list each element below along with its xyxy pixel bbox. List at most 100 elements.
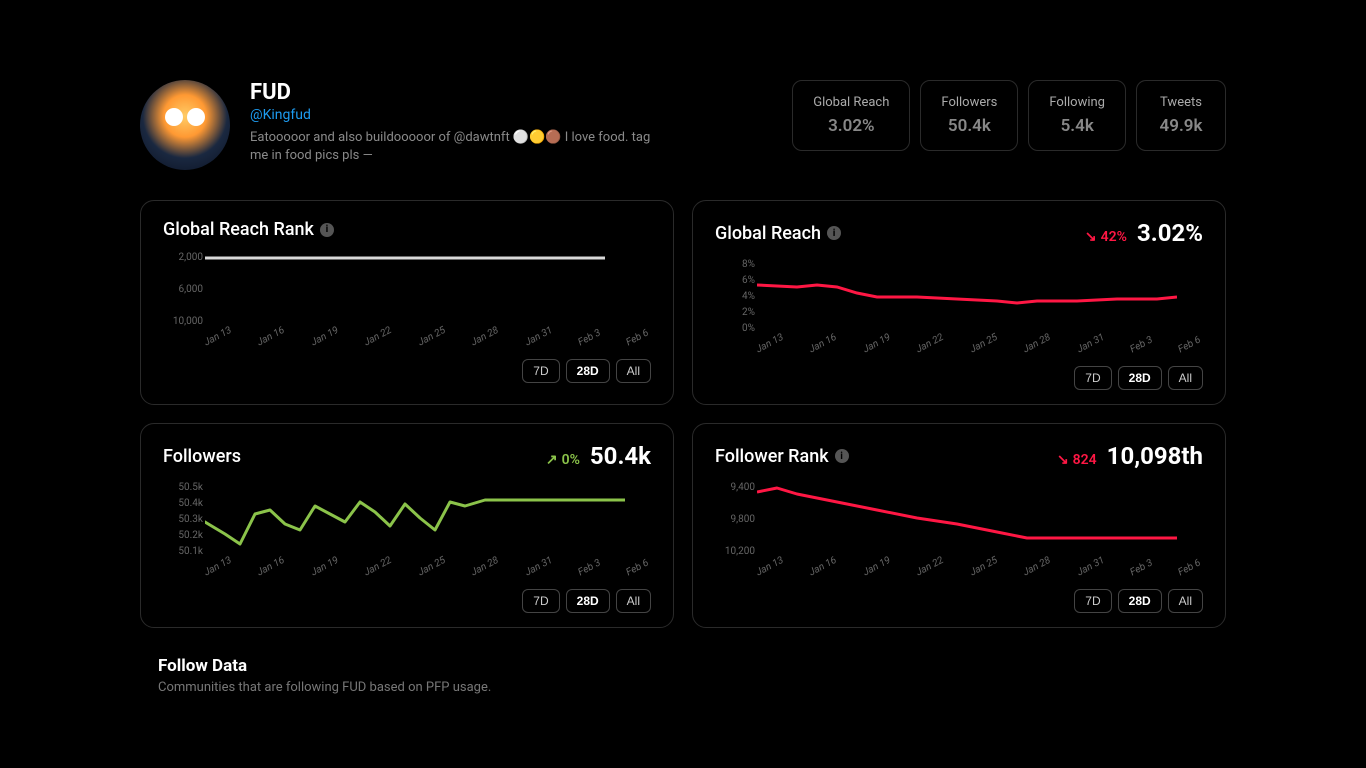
delta-value: 0% [562,452,580,468]
x-tick: Feb 3 [1129,334,1155,355]
chart-svg [757,259,1177,334]
range-button-all[interactable]: All [616,589,651,613]
x-tick: Jan 16 [256,325,287,348]
range-button-7d[interactable]: 7D [522,589,559,613]
range-button-7d[interactable]: 7D [1074,589,1111,613]
y-axis: 8%6%4%2%0% [715,259,755,334]
arrow-down-icon: ↘ [1085,229,1097,245]
chart-title-text: Global Reach Rank [163,219,314,240]
x-tick: Jan 22 [915,332,946,355]
x-tick: Feb 3 [577,327,603,348]
chart-svg [205,252,625,327]
stat-label: Global Reach [813,95,889,110]
delta-indicator: ↘ 42% [1085,229,1127,245]
chart-area: 8%6%4%2%0% Jan 13Jan 16Jan 19Jan 22Jan 2… [715,259,1203,354]
y-tick: 2% [715,307,755,318]
y-tick: 8% [715,259,755,270]
chart-metrics: ↘ 42% 3.02% [1085,219,1203,247]
range-selector: 7D 28DAll [163,359,651,383]
metric-value: 10,098th [1107,442,1203,470]
x-tick: Jan 19 [861,555,892,578]
range-button-28d[interactable]: 28D [1118,366,1162,390]
info-icon[interactable]: i [320,223,334,237]
x-tick: Jan 16 [808,332,839,355]
x-tick: Jan 19 [309,325,340,348]
delta-indicator: ↗ 0% [546,452,580,468]
x-tick: Feb 6 [1177,557,1203,578]
y-tick: 50.3k [163,514,203,525]
range-button-28d[interactable]: 28D [566,589,610,613]
stat-value: 50.4k [941,116,997,136]
chart-svg [757,482,1177,557]
y-tick: 50.5k [163,482,203,493]
chart-title: Follower Rank i [715,446,849,467]
profile-left: FUD @Kingfud Eatooooor and also buildooo… [140,80,670,170]
stat-box: Tweets49.9k [1136,80,1226,151]
chart-title-text: Followers [163,446,241,467]
y-tick: 10,200 [715,546,755,557]
x-tick: Jan 13 [202,325,233,348]
range-button-all[interactable]: All [1168,589,1203,613]
chart-area: 50.5k50.4k50.3k50.2k50.1k Jan 13Jan 16Ja… [163,482,651,577]
stat-value: 3.02% [813,116,889,136]
chart-area: 2,0006,00010,000 Jan 13Jan 16Jan 19Jan 2… [163,252,651,347]
avatar[interactable] [140,80,230,170]
y-tick: 2,000 [163,252,203,263]
range-button-7d[interactable]: 7D [1074,366,1111,390]
x-tick: Jan 22 [363,555,394,578]
y-tick: 6% [715,275,755,286]
profile-bio: Eatooooor and also buildooooor of @dawtn… [250,129,670,165]
range-selector: 7D 28DAll [163,589,651,613]
x-tick: Jan 13 [754,332,785,355]
stat-box: Followers50.4k [920,80,1018,151]
x-tick: Jan 16 [808,555,839,578]
chart-metrics: ↘ 824 10,098th [1057,442,1203,470]
x-tick: Jan 22 [915,555,946,578]
section-subtitle: Communities that are following FUD based… [158,680,1226,695]
profile-name: FUD [250,80,670,105]
stat-box: Global Reach 3.02% [792,80,910,151]
chart-metrics: ↗ 0% 50.4k [546,442,651,470]
stat-value: 5.4k [1049,116,1105,136]
y-tick: 4% [715,291,755,302]
range-selector: 7D 28DAll [715,589,1203,613]
section-title: Follow Data [158,656,1226,676]
y-axis: 9,4009,80010,200 [715,482,755,557]
charts-grid: Global Reach Rank i 2,0006,00010,000 Jan… [140,200,1226,628]
range-button-all[interactable]: All [1168,366,1203,390]
x-tick: Jan 28 [470,325,501,348]
chart-title-text: Follower Rank [715,446,829,467]
x-tick: Jan 25 [968,332,999,355]
x-tick: Feb 3 [1129,557,1155,578]
stat-box: Following5.4k [1028,80,1126,151]
range-selector: 7D 28DAll [715,366,1203,390]
x-tick: Jan 31 [523,555,554,578]
range-button-28d[interactable]: 28D [1118,589,1162,613]
chart-title-text: Global Reach [715,223,821,244]
chart-title: Global Reach Rank i [163,219,334,240]
x-tick: Feb 3 [577,557,603,578]
delta-value: 824 [1073,452,1097,468]
chart-follower-rank: Follower Rank i ↘ 824 10,098th 9,4009,80… [692,423,1226,628]
range-button-all[interactable]: All [616,359,651,383]
x-tick: Jan 16 [256,555,287,578]
profile-handle[interactable]: @Kingfud [250,107,670,123]
info-icon[interactable]: i [835,449,849,463]
y-tick: 50.4k [163,498,203,509]
chart-title: Global Reach i [715,223,841,244]
arrow-up-icon: ↗ [546,452,558,468]
stat-label: Tweets [1157,95,1205,110]
x-tick: Jan 25 [416,555,447,578]
x-tick: Feb 6 [625,557,651,578]
x-tick: Jan 28 [1022,332,1053,355]
range-button-28d[interactable]: 28D [566,359,610,383]
y-tick: 9,400 [715,482,755,493]
info-icon[interactable]: i [827,226,841,240]
chart-area: 9,4009,80010,200 Jan 13Jan 16Jan 19Jan 2… [715,482,1203,577]
x-tick: Jan 31 [523,325,554,348]
chart-title: Followers [163,446,241,467]
range-button-7d[interactable]: 7D [522,359,559,383]
profile-info: FUD @Kingfud Eatooooor and also buildooo… [250,80,670,170]
x-tick: Jan 19 [861,332,892,355]
arrow-down-icon: ↘ [1057,452,1069,468]
